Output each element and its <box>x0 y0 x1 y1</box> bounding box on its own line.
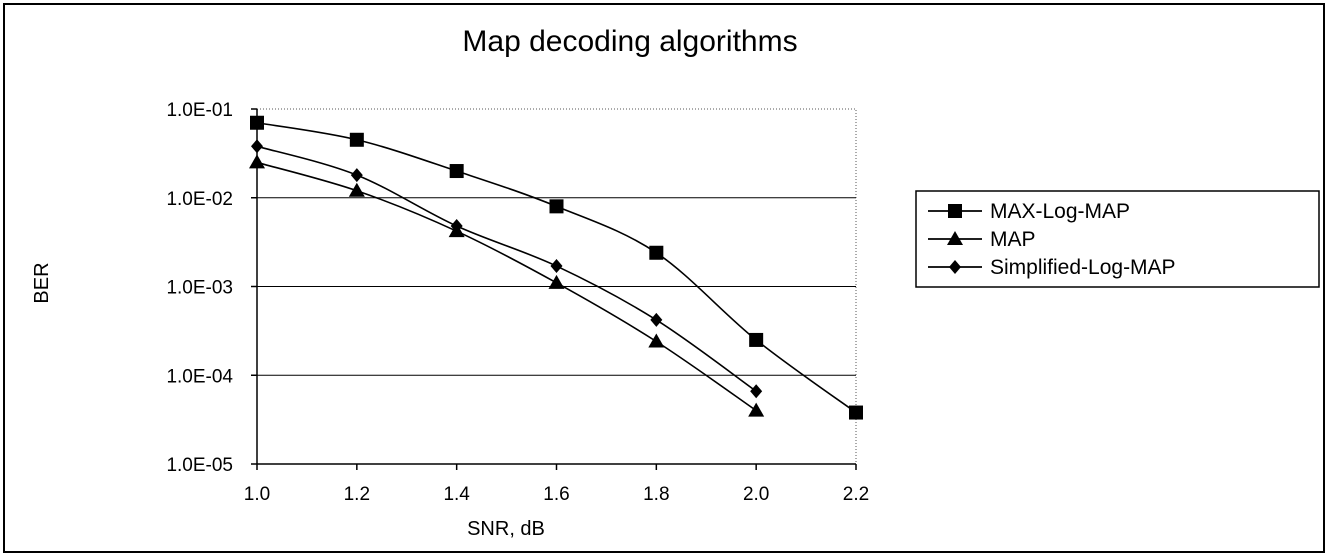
data-point-map <box>249 154 265 169</box>
data-point-max-log-map <box>449 164 464 179</box>
legend-marker-map <box>947 231 963 245</box>
y-axis-label: BER <box>31 262 53 303</box>
data-point-simplified-log-map <box>550 259 563 274</box>
data-point-map <box>548 274 565 289</box>
y-tick-label: 1.0E-03 <box>166 278 233 299</box>
x-tick-label: 1.8 <box>643 484 669 505</box>
data-point-simplified-log-map <box>251 139 263 154</box>
legend-label-map: MAP <box>990 228 1036 251</box>
data-point-max-log-map <box>250 115 264 130</box>
legend-box <box>915 190 1320 288</box>
data-point-max-log-map <box>749 332 764 347</box>
y-tick-label: 1.0E-01 <box>166 100 233 121</box>
legend-marker-max-log-map <box>948 204 962 218</box>
data-point-max-log-map <box>649 245 664 260</box>
data-point-simplified-log-map <box>750 384 763 399</box>
data-point-simplified-log-map <box>350 168 363 183</box>
legend: MAX-Log-MAP MAP Simplified-Log-MAP <box>915 190 1320 288</box>
data-point-max-log-map <box>549 199 564 214</box>
legend-label-max-log-map: MAX-Log-MAP <box>990 200 1130 223</box>
y-tick-label: 1.0E-04 <box>166 366 233 387</box>
data-point-simplified-log-map <box>650 312 663 327</box>
series-line-map <box>256 161 757 412</box>
legend-label-simplified-log-map: Simplified-Log-MAP <box>990 256 1176 279</box>
data-point-simplified-log-map <box>450 219 463 234</box>
y-tick-label: 1.0E-02 <box>166 189 233 210</box>
data-point-max-log-map <box>349 132 364 147</box>
data-point-max-log-map <box>849 405 863 420</box>
x-axis-label: SNR, dB <box>467 518 545 540</box>
plot-area: 1.0E-01 1.0E-02 1.0E-03 1.0E-04 1.0E-05 1.0 1.… <box>166 100 869 505</box>
x-tick-label: 1.6 <box>543 484 569 505</box>
series-line-simplified-log-map <box>256 145 757 392</box>
x-tick-label: 1.2 <box>344 484 370 505</box>
legend-marker-simplified-log-map <box>949 260 961 274</box>
x-tick-label: 1.0 <box>244 484 270 505</box>
x-tick-label: 2.2 <box>843 484 869 505</box>
data-point-map <box>748 402 765 417</box>
x-tick-label: 2.0 <box>743 484 769 505</box>
x-tick-label: 1.4 <box>443 484 470 505</box>
data-point-map <box>648 333 665 348</box>
chart-title: Map decoding algorithms <box>462 25 797 58</box>
data-point-map <box>348 182 365 197</box>
y-tick-label: 1.0E-05 <box>166 455 233 476</box>
